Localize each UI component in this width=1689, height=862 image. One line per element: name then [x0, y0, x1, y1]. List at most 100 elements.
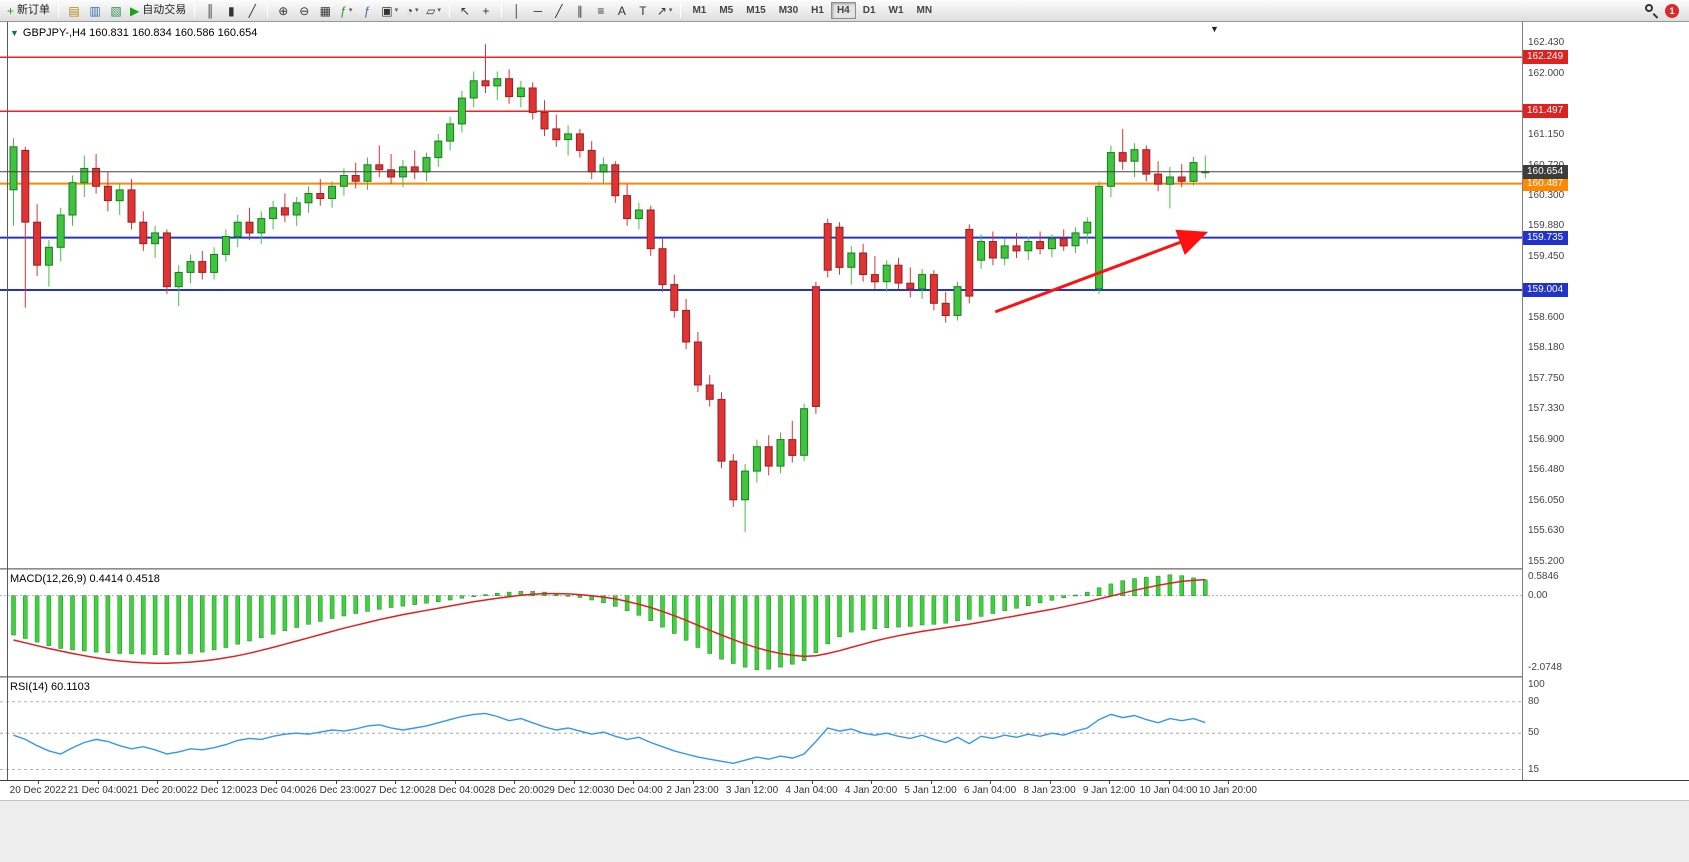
- rsi-axis-label: 15: [1528, 763, 1540, 775]
- chevron-down-icon: ▾: [414, 7, 419, 14]
- price-axis-label: 155.200: [1528, 556, 1565, 567]
- crosshair-icon[interactable]: +: [482, 3, 490, 18]
- rsi-axis-label: 80: [1528, 695, 1540, 707]
- macd-axis-label: 0.00: [1528, 589, 1548, 601]
- time-axis-label: 8 Jan 23:00: [1023, 785, 1076, 796]
- zoom-in-icon[interactable]: ⊕: [278, 3, 289, 18]
- macd-panel[interactable]: [0, 570, 1522, 676]
- time-axis-label: 26 Dec 23:00: [305, 785, 366, 796]
- time-axis-label: 28 Dec 20:00: [484, 785, 544, 796]
- time-axis-label: 22 Dec 12:00: [186, 785, 247, 796]
- time-axis-label: 29 Dec 12:00: [543, 785, 604, 796]
- time-axis-tick: [1049, 781, 1051, 784]
- line-chart-icon[interactable]: ╱: [248, 3, 256, 18]
- time-axis-tick: [871, 781, 872, 784]
- horizontal-line-icon[interactable]: ─: [533, 3, 543, 18]
- timeframe-button-w1[interactable]: W1: [888, 5, 904, 16]
- price-chart[interactable]: [0, 22, 1522, 568]
- time-axis-tick: [97, 781, 99, 784]
- timeframe-button-m1[interactable]: M1: [692, 5, 707, 16]
- time-axis-tick: [633, 781, 634, 784]
- time-axis-label: 3 Jan 12:00: [725, 785, 779, 796]
- search-icon[interactable]: [1644, 3, 1659, 19]
- time-axis[interactable]: 20 Dec 2022 21 Dec 04:00 21 Dec 20:00 22 De…: [0, 780, 1689, 800]
- time-axis-label: 21 Dec 20:00: [127, 785, 187, 796]
- period-icon[interactable]: ◔ ▾: [405, 3, 419, 18]
- market-watch-icon[interactable]: ▤: [68, 3, 80, 18]
- price-axis-label: 160.300: [1528, 190, 1565, 202]
- rsi-label: RSI(14) 60.1103: [10, 681, 90, 693]
- tile-windows-icon[interactable]: ▦: [319, 3, 331, 18]
- chart-shift-marker[interactable]: ▼: [1210, 24, 1219, 34]
- text-label-icon[interactable]: T: [639, 3, 647, 18]
- price-axis-label: 162.000: [1528, 68, 1565, 80]
- macd-label: MACD(12,26,9) 0.4414 0.4518: [10, 573, 160, 585]
- time-axis-label: 6 Jan 04:00: [963, 785, 1017, 796]
- autotrading-button[interactable]: ▶ 自动交易: [130, 3, 187, 18]
- timeframe-button-h4[interactable]: H4: [830, 2, 856, 19]
- price-axis[interactable]: 162.430162.000161.150160.720160.300159.8…: [1522, 22, 1689, 780]
- time-axis-label: 30 Dec 04:00: [603, 785, 663, 796]
- timeframe-button-mn[interactable]: MN: [916, 5, 933, 16]
- timeframe-button-m30[interactable]: M30: [778, 5, 799, 16]
- price-axis-label: 156.480: [1528, 464, 1565, 476]
- time-axis-label: 28 Dec 04:00: [424, 785, 485, 796]
- equidistant-channel-icon[interactable]: ∥: [576, 3, 583, 18]
- toolbar-separator: [448, 3, 450, 18]
- timeframe-button-d1[interactable]: D1: [862, 5, 876, 16]
- chevron-down-icon: ▾: [437, 7, 441, 14]
- price-axis-label: 158.600: [1528, 312, 1565, 323]
- time-axis-label: 10 Jan 20:00: [1199, 785, 1257, 796]
- data-window-icon[interactable]: ▥: [89, 3, 101, 18]
- panel-splitter[interactable]: [0, 568, 1689, 570]
- window-bottom-area: [0, 800, 1689, 862]
- new-chart-icon[interactable]: ▣ ▾: [381, 3, 399, 18]
- price-axis-label: 159.450: [1528, 251, 1565, 262]
- chart-left-border: [7, 22, 8, 780]
- price-badge: 160.487: [1523, 176, 1569, 191]
- vertical-line-icon[interactable]: │: [513, 3, 521, 18]
- time-axis-tick: [157, 781, 158, 784]
- time-axis-tick: [811, 781, 813, 784]
- price-badge: 159.735: [1523, 230, 1569, 245]
- fibonacci-icon[interactable]: ≡: [597, 3, 605, 18]
- notification-badge[interactable]: 1: [1665, 3, 1679, 18]
- macd-axis-label: 0.5846: [1528, 571, 1559, 582]
- price-axis-label: 157.330: [1528, 403, 1565, 415]
- price-axis-label: 162.430: [1528, 37, 1565, 49]
- new-order-button[interactable]: + 新订单: [7, 3, 51, 18]
- time-axis-tick: [1109, 781, 1110, 784]
- cursor-icon[interactable]: ↖: [459, 3, 470, 18]
- time-axis-label: 4 Jan 04:00: [785, 785, 838, 796]
- price-axis-label: 159.880: [1528, 220, 1565, 232]
- toolbar-separator: [500, 3, 502, 18]
- bar-chart-icon[interactable]: ║: [205, 3, 215, 18]
- price-badge: 162.249: [1523, 50, 1569, 65]
- trendline-icon[interactable]: ╱: [555, 3, 563, 18]
- rsi-panel[interactable]: [0, 678, 1522, 780]
- time-axis-tick: [454, 781, 456, 784]
- indicator-list-icon[interactable]: ƒ: [363, 3, 371, 18]
- timeframe-button-h1[interactable]: H1: [811, 5, 824, 16]
- panel-splitter[interactable]: [0, 676, 1689, 678]
- timeframe-button-m15[interactable]: M15: [746, 5, 766, 16]
- time-axis-tick: [1228, 781, 1229, 784]
- chevron-down-icon: ▾: [394, 7, 399, 14]
- time-axis-tick: [335, 781, 337, 784]
- time-axis-tick: [930, 781, 932, 784]
- new-order-button-label: 新订单: [17, 4, 51, 16]
- indicators-icon[interactable]: ƒ ▾: [340, 3, 353, 18]
- arrows-icon[interactable]: ↗ ▾: [656, 3, 673, 18]
- price-axis-label: 156.050: [1528, 495, 1565, 506]
- candlestick-icon[interactable]: ▮: [227, 3, 235, 18]
- template-icon[interactable]: ▱ ▾: [426, 3, 441, 18]
- time-axis-label: 5 Jan 12:00: [904, 785, 957, 796]
- chart-marker-icon: ▼: [10, 28, 19, 38]
- time-axis-label: 27 Dec 12:00: [365, 785, 425, 796]
- text-icon[interactable]: A: [617, 3, 626, 18]
- toolbar-separator: [267, 3, 269, 18]
- timeframe-button-m5[interactable]: M5: [719, 5, 734, 16]
- navigator-icon[interactable]: ▧: [110, 3, 122, 18]
- time-axis-label: 20 Dec 2022: [9, 785, 67, 796]
- zoom-out-icon[interactable]: ⊖: [299, 3, 310, 18]
